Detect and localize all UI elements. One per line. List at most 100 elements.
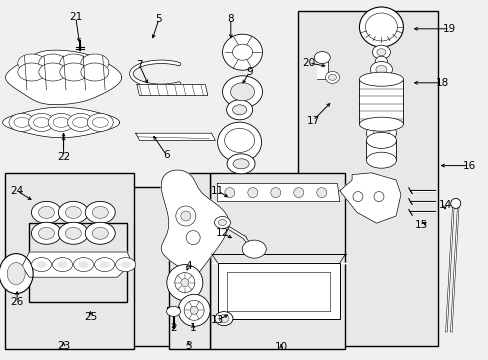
Bar [298,11,437,346]
Bar [168,173,210,349]
Circle shape [373,192,383,202]
Ellipse shape [53,117,69,127]
Ellipse shape [375,56,386,66]
Ellipse shape [0,253,33,294]
Text: 20: 20 [302,58,315,68]
Ellipse shape [58,222,88,244]
Text: 16: 16 [462,161,475,171]
Text: 22: 22 [57,152,70,162]
Text: 14: 14 [437,200,451,210]
Ellipse shape [92,117,108,127]
Ellipse shape [373,127,388,139]
Circle shape [178,294,210,326]
Ellipse shape [31,222,61,244]
Ellipse shape [92,227,108,239]
Ellipse shape [217,122,261,162]
Bar [129,187,224,346]
Ellipse shape [14,117,30,127]
Ellipse shape [58,261,67,268]
Text: 25: 25 [83,312,97,322]
Ellipse shape [81,63,109,81]
Ellipse shape [92,206,108,219]
Ellipse shape [365,13,397,41]
Circle shape [176,206,195,226]
Ellipse shape [67,113,94,131]
Ellipse shape [370,62,391,77]
Text: 6: 6 [163,150,169,160]
Ellipse shape [95,258,114,271]
Ellipse shape [226,154,255,174]
Circle shape [247,188,257,198]
Ellipse shape [34,117,49,127]
Text: 18: 18 [435,78,448,88]
Text: 8: 8 [227,14,234,24]
Polygon shape [339,173,400,223]
Ellipse shape [53,258,72,271]
Ellipse shape [100,261,109,268]
Ellipse shape [87,113,113,131]
Circle shape [352,192,362,202]
Polygon shape [22,252,132,277]
Circle shape [175,273,194,293]
Ellipse shape [218,220,226,225]
Ellipse shape [325,71,339,84]
Bar [366,140,396,160]
Ellipse shape [219,315,228,323]
Circle shape [316,188,326,198]
Polygon shape [5,50,122,105]
Bar [359,79,403,124]
Circle shape [293,188,303,198]
Ellipse shape [85,222,115,244]
Bar [29,223,127,302]
Text: 11: 11 [210,186,224,196]
Ellipse shape [166,306,180,316]
Ellipse shape [366,152,396,168]
Ellipse shape [242,240,266,258]
Bar [224,187,293,346]
Ellipse shape [232,105,246,115]
Ellipse shape [37,261,46,268]
Ellipse shape [215,312,232,325]
Bar [210,173,344,349]
Ellipse shape [224,129,254,152]
Ellipse shape [73,117,88,127]
Polygon shape [217,263,339,319]
Ellipse shape [58,201,88,224]
Ellipse shape [450,198,460,208]
Ellipse shape [372,45,389,59]
Text: 3: 3 [184,341,191,351]
Text: 19: 19 [442,24,456,34]
Ellipse shape [48,113,74,131]
Text: 2: 2 [170,323,177,333]
Ellipse shape [314,51,329,64]
Text: 12: 12 [215,228,229,238]
Text: 24: 24 [10,186,24,196]
Ellipse shape [366,132,396,148]
Text: 13: 13 [210,315,224,325]
Ellipse shape [116,258,135,271]
Polygon shape [316,59,327,79]
Polygon shape [137,85,207,95]
Ellipse shape [39,54,67,72]
Text: 26: 26 [10,297,24,307]
Ellipse shape [121,261,130,268]
Ellipse shape [366,122,396,144]
Text: 5: 5 [155,14,162,24]
Ellipse shape [74,258,93,271]
Ellipse shape [28,113,55,131]
Ellipse shape [85,201,115,224]
Ellipse shape [79,261,88,268]
Ellipse shape [18,54,46,72]
Text: 9: 9 [245,67,252,77]
Polygon shape [217,184,339,202]
Ellipse shape [214,216,230,229]
Ellipse shape [60,63,88,81]
Ellipse shape [359,7,403,47]
Text: 21: 21 [69,12,82,22]
Ellipse shape [359,72,403,86]
Circle shape [181,211,190,221]
Ellipse shape [233,159,248,169]
Ellipse shape [39,227,54,239]
Polygon shape [2,107,120,138]
Ellipse shape [222,76,262,108]
